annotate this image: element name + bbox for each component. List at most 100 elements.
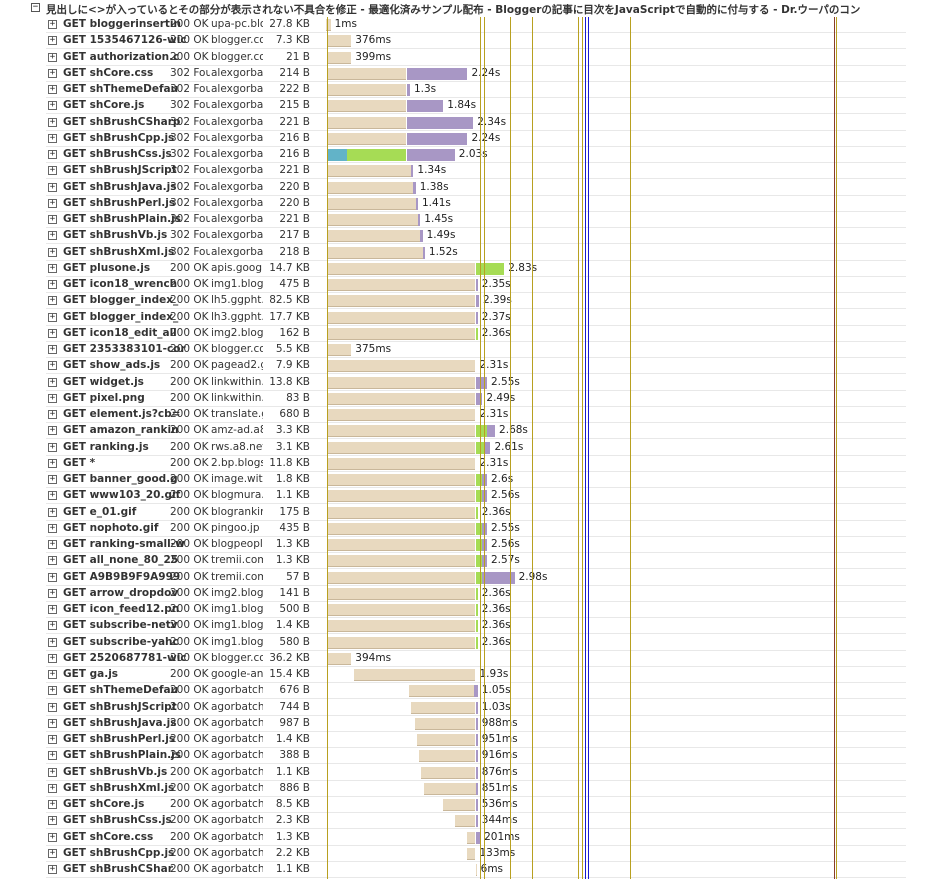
expand-row-toggle[interactable]: + [48, 750, 57, 761]
expand-row-toggle[interactable]: + [48, 327, 57, 338]
expand-row-toggle[interactable]: + [48, 847, 57, 858]
expand-row-toggle[interactable]: + [48, 311, 57, 322]
expand-row-toggle[interactable]: + [48, 262, 57, 273]
expand-row-toggle[interactable]: + [48, 295, 57, 306]
expand-row-toggle[interactable]: + [48, 652, 57, 663]
expand-row-toggle[interactable]: + [48, 815, 57, 826]
expand-row-toggle[interactable]: + [48, 864, 57, 874]
expand-row-toggle[interactable]: + [48, 67, 57, 78]
expand-row-toggle[interactable]: + [48, 409, 57, 419]
expand-row-toggle[interactable]: + [48, 246, 57, 257]
expand-row-toggle[interactable]: + [48, 506, 57, 517]
expand-row-toggle[interactable]: + [48, 620, 57, 631]
expand-row-toggle[interactable]: + [48, 149, 57, 159]
request-row[interactable]: + GET shCore.css 302 Foualexgorbatc 214 B 2.… [46, 66, 906, 82]
expand-row-toggle[interactable]: + [48, 100, 57, 111]
expand-row-toggle[interactable]: + [48, 522, 57, 533]
expand-row-toggle[interactable]: + [48, 360, 57, 371]
expand-row-toggle[interactable]: + [48, 425, 57, 436]
expand-row-toggle[interactable]: + [48, 132, 57, 143]
request-row[interactable]: + GET shCore.js 200 OKagorbatche 8.5 KB 536m… [46, 797, 906, 813]
expand-row-toggle[interactable]: + [48, 214, 57, 224]
expand-row-toggle[interactable]: + [48, 19, 57, 29]
expand-row-toggle[interactable]: + [48, 799, 57, 809]
expand-row-toggle[interactable]: + [48, 344, 57, 354]
expand-row-toggle[interactable]: + [48, 490, 57, 501]
request-row[interactable]: + GET all_none_80_25 200 OK tremii.com 1.3 K… [46, 553, 906, 570]
request-row[interactable]: + GET A9B9B9F9A999 200 OK tremii.com 57 B 2.9… [46, 570, 906, 586]
expand-row-toggle[interactable]: + [48, 604, 57, 614]
request-row[interactable]: + GET shCore.js 302 Foualexgorbatc 215 B 1.8… [46, 98, 906, 115]
expand-row-toggle[interactable]: + [48, 376, 57, 387]
expand-row-toggle[interactable]: + [48, 474, 57, 484]
expand-row-toggle[interactable]: + [48, 51, 57, 62]
request-row[interactable]: + GET nophoto.gif 200 OK pingoo.jp 435 B 2.55… [46, 521, 906, 537]
expand-row-toggle[interactable]: + [48, 701, 57, 712]
expand-row-toggle[interactable]: + [48, 782, 57, 793]
expand-row-toggle[interactable]: + [48, 392, 57, 403]
expand-row-toggle[interactable]: + [48, 35, 57, 46]
expand-row-toggle[interactable]: + [48, 457, 57, 468]
expand-row-toggle[interactable]: + [48, 539, 57, 549]
expand-row-toggle[interactable]: + [48, 766, 57, 777]
request-row[interactable]: + GET ranking.js 200 OK rws.a8.net 3.1 KB 2.6… [46, 440, 906, 456]
expand-row-toggle[interactable]: + [48, 636, 57, 647]
expand-row-toggle[interactable]: + [48, 441, 57, 452]
expand-row-toggle[interactable]: + [48, 685, 57, 696]
request-row[interactable]: + GET e_01.gif 200 OKblogranking 175 B 2.36s [46, 505, 906, 521]
expand-row-toggle[interactable]: + [48, 717, 57, 728]
expand-row-toggle[interactable]: + [48, 116, 57, 127]
collapse-page-toggle[interactable]: − [31, 2, 40, 12]
expand-row-toggle[interactable]: + [48, 555, 57, 566]
expand-row-toggle[interactable]: + [48, 279, 57, 289]
expand-row-toggle[interactable]: + [48, 587, 57, 598]
request-row[interactable]: + GET * 200 OK2.bp.blogsp 11.8 KB 2.31s [46, 456, 906, 472]
expand-row-toggle[interactable]: + [48, 197, 57, 208]
expand-row-toggle[interactable]: + [48, 669, 57, 679]
expand-row-toggle[interactable]: + [48, 734, 57, 744]
expand-row-toggle[interactable]: + [48, 181, 57, 192]
expand-row-toggle[interactable]: + [48, 165, 57, 176]
expand-row-toggle[interactable]: + [48, 571, 57, 582]
request-row[interactable]: + GET shCore.css 200 OKagorbatche 1.3 KB 201… [46, 830, 906, 846]
expand-row-toggle[interactable]: + [48, 230, 57, 241]
